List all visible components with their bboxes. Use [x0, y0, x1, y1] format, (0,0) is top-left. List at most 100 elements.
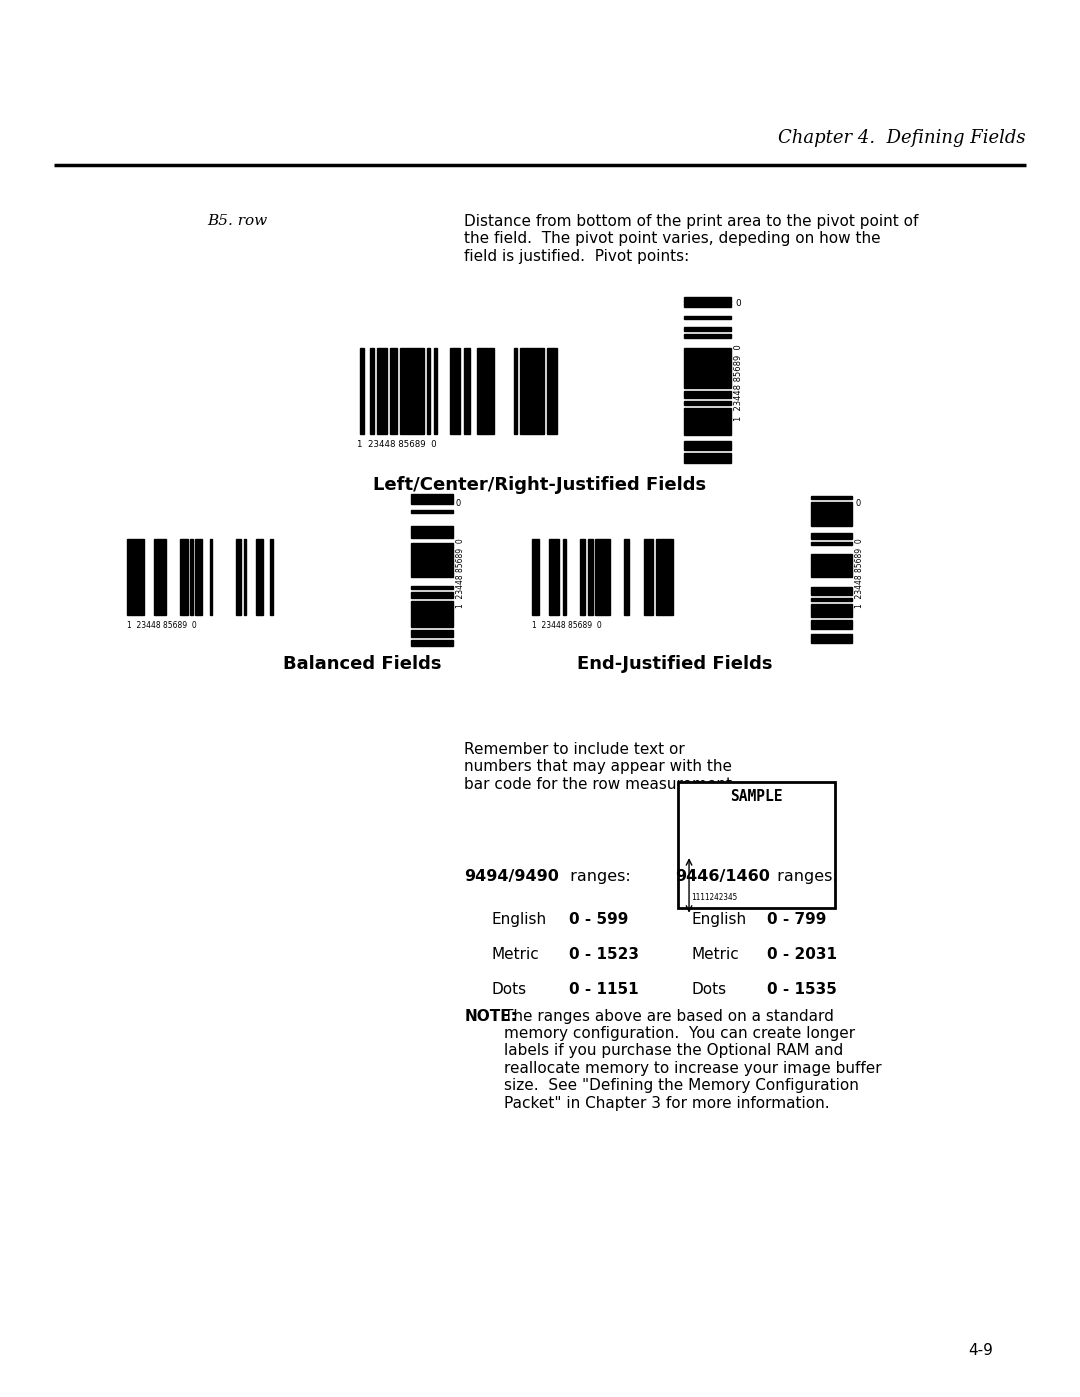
Bar [411, 640, 453, 643]
Bar [270, 539, 273, 615]
Bar [684, 394, 731, 398]
Bar [411, 510, 453, 513]
Bar [411, 585, 453, 590]
Bar [552, 539, 556, 615]
Bar [380, 348, 387, 434]
Bar [788, 855, 794, 890]
Bar [411, 493, 453, 502]
Bar [811, 606, 852, 609]
Bar [684, 358, 731, 360]
Bar [463, 348, 470, 434]
Bar [411, 609, 453, 617]
Bar [684, 453, 731, 457]
Text: Distance from bottom of the print area to the pivot point of
the field.  The piv: Distance from bottom of the print area t… [464, 214, 919, 264]
Bar [811, 574, 852, 577]
Text: Dots: Dots [491, 982, 527, 997]
Bar [210, 539, 212, 615]
Text: 0 - 1535: 0 - 1535 [767, 982, 837, 997]
Bar [159, 539, 166, 615]
Text: 4-9: 4-9 [969, 1343, 994, 1358]
Bar [796, 855, 802, 890]
Bar [258, 539, 260, 615]
Bar [487, 348, 490, 434]
Text: 1  23448 85689  0: 1 23448 85689 0 [532, 620, 602, 630]
Bar [411, 617, 453, 624]
Bar [524, 348, 527, 434]
Bar [684, 457, 731, 464]
Bar [684, 360, 731, 365]
Bar [588, 539, 590, 615]
Bar [811, 553, 852, 562]
Text: 9494/9490: 9494/9490 [464, 869, 559, 884]
Bar [811, 588, 852, 595]
Bar [811, 517, 852, 520]
Bar [546, 348, 553, 434]
Bar [411, 564, 453, 571]
Bar [244, 539, 246, 615]
Bar [811, 571, 852, 574]
Bar [411, 571, 453, 577]
Bar [411, 630, 453, 637]
Bar [411, 529, 453, 535]
Bar [811, 569, 852, 571]
Text: 0: 0 [855, 500, 861, 509]
Text: The ranges above are based on a standard
memory configuration.  You can create l: The ranges above are based on a standard… [504, 1009, 882, 1111]
Bar [530, 348, 540, 434]
Bar [764, 855, 766, 890]
Bar [811, 637, 852, 640]
Text: 1  23448 85689  0: 1 23448 85689 0 [855, 538, 864, 608]
Bar [684, 348, 731, 355]
Bar [811, 598, 852, 601]
Text: English: English [691, 912, 746, 928]
Bar [180, 539, 183, 615]
Bar [684, 401, 731, 405]
Bar [595, 539, 597, 615]
Bar [580, 539, 583, 615]
Bar [688, 855, 690, 890]
Bar [153, 539, 157, 615]
Bar [607, 539, 609, 615]
Bar [807, 855, 814, 890]
Bar [663, 539, 667, 615]
Text: Metric: Metric [691, 947, 739, 963]
Bar [684, 327, 731, 331]
Bar [583, 539, 585, 615]
Bar [370, 348, 374, 434]
Text: 1111242345: 1111242345 [691, 893, 738, 902]
Bar [684, 441, 731, 450]
Bar [684, 425, 731, 427]
Bar [564, 539, 566, 615]
Bar [411, 643, 453, 645]
Bar [450, 348, 454, 434]
Bar [811, 536, 852, 539]
Bar [139, 539, 144, 615]
Bar [521, 348, 524, 434]
Bar [481, 348, 484, 434]
Bar [590, 539, 593, 615]
Bar [811, 542, 852, 545]
Bar [183, 539, 186, 615]
Text: Metric: Metric [491, 947, 539, 963]
Text: 1  23448 85689  0: 1 23448 85689 0 [356, 440, 436, 448]
Bar [411, 562, 453, 564]
Bar [401, 348, 410, 434]
Bar [684, 384, 731, 388]
Bar [684, 408, 731, 411]
Bar [411, 525, 453, 529]
Bar [684, 373, 731, 381]
Bar [540, 348, 543, 434]
Text: SAMPLE: SAMPLE [730, 789, 783, 805]
Bar [490, 348, 494, 434]
Text: 1  23448 85689  0: 1 23448 85689 0 [456, 538, 464, 608]
Bar [132, 539, 136, 615]
Bar [811, 534, 852, 536]
Bar [626, 539, 629, 615]
Bar [553, 348, 557, 434]
Text: 0 - 1523: 0 - 1523 [569, 947, 639, 963]
Bar [690, 855, 692, 890]
Bar [484, 348, 487, 434]
Bar [811, 634, 852, 637]
Bar [667, 539, 671, 615]
Bar [816, 855, 821, 890]
Bar [195, 539, 200, 615]
